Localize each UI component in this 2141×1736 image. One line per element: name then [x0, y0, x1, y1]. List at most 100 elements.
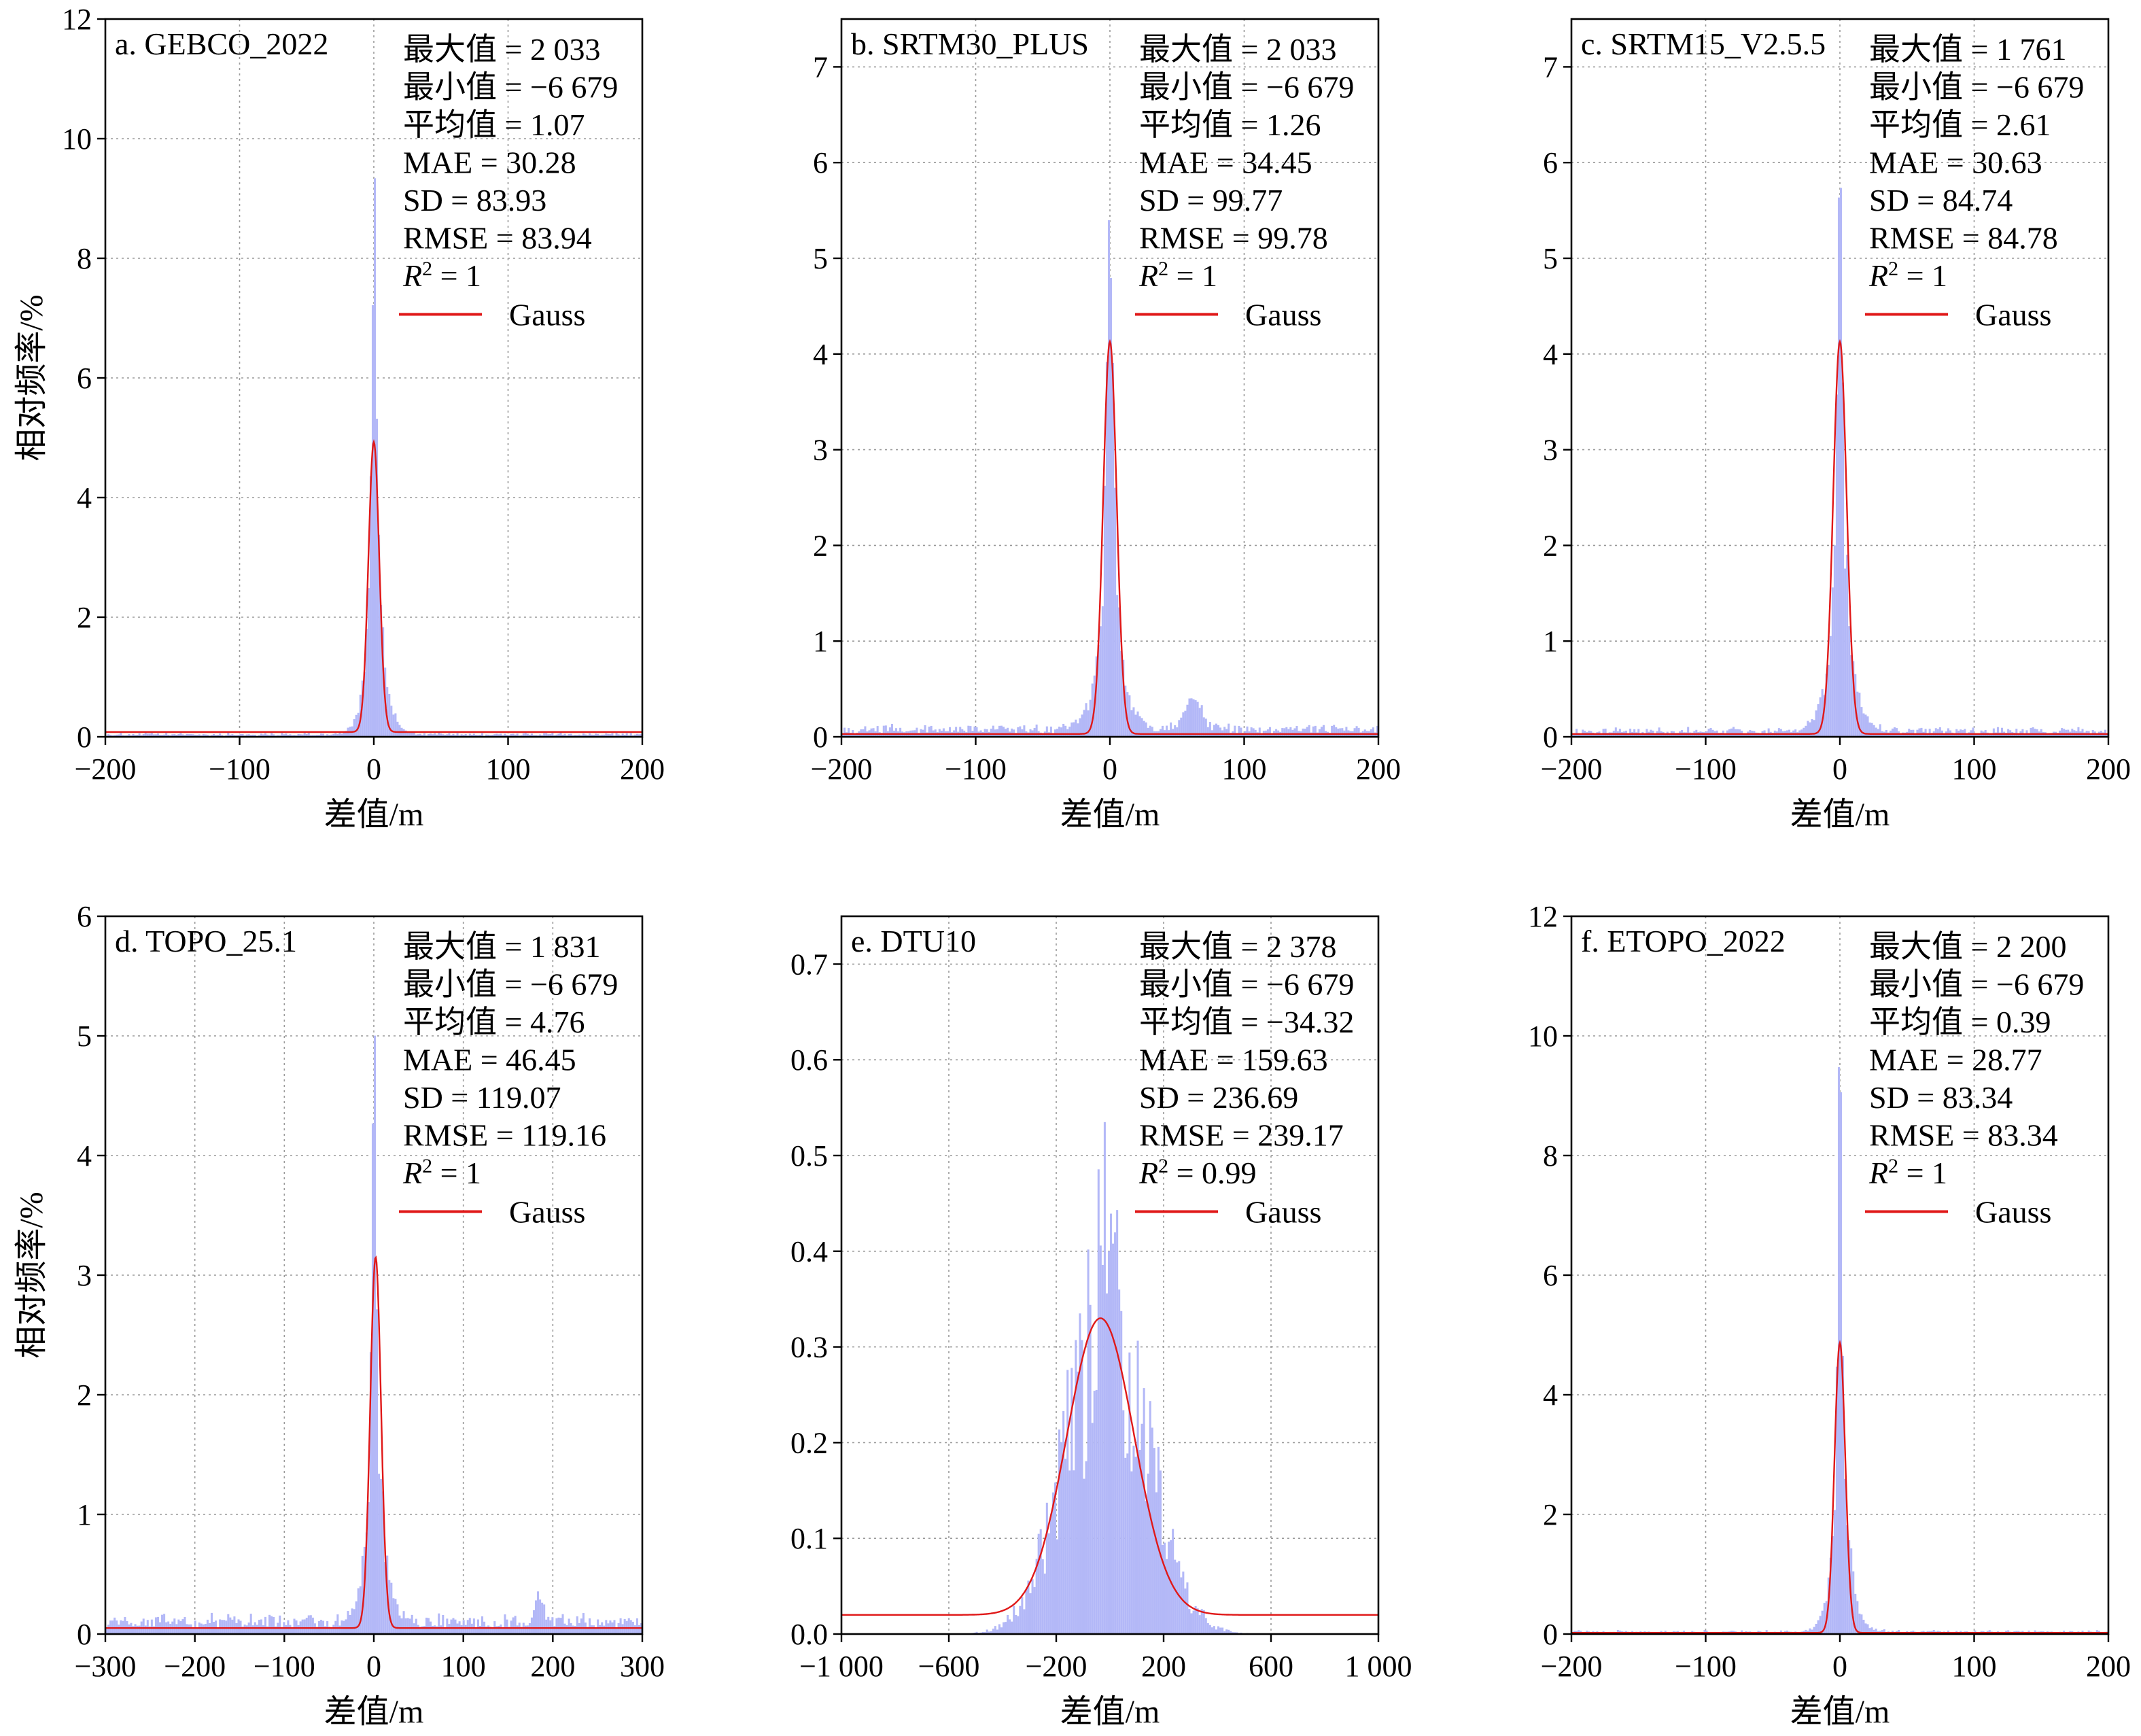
histogram-bar [627, 1618, 630, 1634]
histogram-bar [1206, 727, 1209, 737]
x-tick-label: 100 [1952, 1650, 1997, 1683]
histogram-bar [1817, 704, 1820, 737]
histogram-bar [491, 1627, 494, 1634]
histogram-bar [173, 1618, 176, 1634]
histogram-bar [1877, 729, 1879, 737]
y-tick-label: 0 [1543, 1618, 1558, 1651]
y-tick-label: 4 [813, 338, 828, 371]
x-tick-label: 100 [1222, 752, 1267, 786]
histogram-bar [1856, 1601, 1859, 1634]
histogram-bar [1870, 723, 1873, 737]
x-tick-label: −100 [1675, 1650, 1737, 1683]
histogram-bar [1184, 1588, 1187, 1634]
histogram-bar [986, 729, 988, 737]
stat-line: SD = 99.77 [1139, 183, 1283, 218]
histogram-bar [1831, 1536, 1834, 1634]
histogram-bar [1848, 1540, 1851, 1634]
histogram-bar [1813, 720, 1815, 737]
histogram-bar [1037, 1533, 1040, 1634]
histogram-bar [417, 1625, 419, 1634]
histogram-bar [324, 1626, 327, 1634]
histogram-bar [1637, 729, 1640, 737]
histogram-bar [152, 734, 155, 737]
histogram-bar [593, 734, 595, 737]
histogram-bar [1103, 485, 1106, 737]
histogram-bar [1198, 708, 1201, 737]
y-tick-label: 1 [1543, 625, 1558, 658]
histogram-bar [1842, 382, 1845, 737]
histogram-bar [419, 1627, 421, 1634]
histogram-bar [150, 733, 153, 737]
histogram-bar [376, 418, 379, 737]
histogram-bar [1087, 710, 1090, 737]
histogram-bar [107, 734, 110, 737]
histogram-bar [384, 1562, 387, 1634]
histogram [969, 1122, 1331, 1634]
histogram-bar [1283, 728, 1286, 737]
histogram-bar [576, 1616, 578, 1634]
histogram-bar [1777, 728, 1780, 737]
histogram-bar [315, 735, 318, 737]
histogram-bar [561, 1614, 564, 1634]
r-squared: R2 = 1 [1868, 1155, 1947, 1191]
stat-line: 平均值 = 2.61 [1869, 107, 2051, 142]
histogram-bar [332, 733, 335, 737]
histogram-bar [984, 729, 986, 737]
histogram-bar [175, 1624, 178, 1634]
histogram-bar [152, 1626, 155, 1634]
histogram-bar [1767, 728, 1770, 737]
y-tick-label: 7 [1543, 50, 1558, 84]
histogram-bar [1329, 733, 1331, 737]
histogram-bar [1122, 1410, 1125, 1634]
histogram-bar [528, 734, 531, 737]
histogram-bar [150, 1619, 153, 1634]
histogram-bar [1083, 710, 1085, 737]
histogram-bar [1819, 1616, 1822, 1634]
r-squared: R2 = 1 [1138, 258, 1217, 294]
y-tick-label: 0.7 [790, 948, 828, 981]
histogram-bar [1318, 729, 1321, 737]
r-squared: R2 = 1 [402, 258, 481, 294]
histogram-bar [1943, 733, 1945, 737]
histogram-bar [367, 1502, 370, 1634]
histogram-bar [541, 1602, 544, 1634]
histogram-bar [1606, 733, 1609, 737]
histogram-bar [872, 728, 875, 737]
histogram [105, 178, 642, 737]
histogram-bar [408, 1618, 411, 1634]
histogram-bar [202, 734, 205, 737]
histogram-bar [357, 1588, 360, 1634]
histogram-bar [1947, 728, 1950, 737]
histogram-bar [1846, 555, 1849, 737]
gauss-curve [1571, 1340, 2108, 1634]
histogram-bar [474, 1627, 477, 1634]
histogram-bar [1896, 728, 1898, 737]
histogram-bar [860, 729, 863, 737]
histogram-bar [1633, 729, 1636, 737]
histogram-bar [202, 1624, 205, 1634]
histogram-bar [1353, 728, 1356, 737]
histogram-bar [249, 735, 252, 737]
histogram-bar [1007, 1615, 1009, 1634]
histogram-bar [210, 1612, 213, 1634]
histogram-bar [1654, 733, 1656, 737]
histogram-bar [1186, 1582, 1189, 1634]
histogram-bar [444, 1628, 447, 1634]
x-tick-label: 100 [486, 752, 531, 786]
stat-line: RMSE = 84.78 [1869, 221, 2058, 256]
histogram-bar [520, 1627, 523, 1634]
histogram-bar [561, 734, 564, 737]
histogram-bar [1831, 587, 1834, 737]
histogram-bar [1070, 722, 1073, 737]
y-tick-label: 2 [1543, 529, 1558, 562]
histogram-bar [1130, 1471, 1133, 1634]
histogram-bar [510, 733, 512, 737]
histogram-bar [355, 714, 358, 737]
histogram-bar [1852, 1571, 1855, 1634]
y-tick-label: 5 [77, 1020, 92, 1053]
histogram-bar [996, 1629, 998, 1634]
y-tick-label: 0.0 [790, 1618, 828, 1651]
histogram-bar [589, 733, 591, 737]
histogram-bar [1047, 1533, 1050, 1634]
histogram-bar [245, 734, 248, 737]
